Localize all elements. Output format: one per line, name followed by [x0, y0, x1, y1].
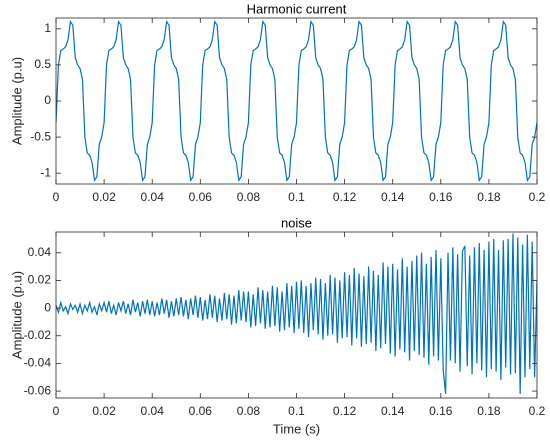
x-tick-label: 0.1	[288, 190, 305, 204]
y-tick-label: 1	[44, 21, 51, 35]
y-tick-label: -1	[40, 165, 51, 179]
x-tick-label: 0.08	[237, 404, 261, 418]
y-axis-label: Amplitude (p.u)	[9, 57, 24, 145]
x-tick-label: 0.2	[529, 404, 546, 418]
x-tick-label: 0.12	[333, 190, 357, 204]
chart-title: noise	[281, 215, 312, 230]
x-tick-label: 0.18	[477, 404, 501, 418]
y-tick-label: 0	[44, 300, 51, 314]
chart-title: Harmonic current	[247, 1, 347, 16]
x-tick-label: 0.2	[529, 190, 546, 204]
y-tick-label: 0.5	[34, 57, 51, 71]
x-axis-label: Time (s)	[273, 421, 320, 436]
x-tick-label: 0.1	[288, 404, 305, 418]
y-tick-label: 0	[44, 93, 51, 107]
data-line	[56, 233, 537, 394]
x-tick-label: 0.06	[189, 404, 213, 418]
data-line	[56, 19, 537, 183]
x-tick-label: 0	[53, 190, 60, 204]
x-tick-label: 0.04	[141, 190, 165, 204]
x-tick-label: 0.16	[429, 190, 453, 204]
x-tick-label: 0.08	[237, 190, 261, 204]
x-tick-label: 0.18	[477, 190, 501, 204]
y-tick-label: 0.02	[28, 273, 52, 287]
y-tick-label: -0.06	[24, 383, 52, 397]
y-tick-label: 0.04	[28, 245, 52, 259]
x-tick-label: 0.14	[381, 404, 405, 418]
y-tick-label: -0.02	[24, 328, 52, 342]
plot-area	[56, 18, 537, 184]
x-tick-label: 0.02	[92, 404, 116, 418]
x-tick-label: 0	[53, 404, 60, 418]
x-tick-label: 0.12	[333, 404, 357, 418]
x-tick-label: 0.14	[381, 190, 405, 204]
y-axis-label: Amplitude (p.u)	[9, 271, 24, 359]
y-tick-label: -0.5	[30, 129, 51, 143]
x-tick-label: 0.06	[189, 190, 213, 204]
y-tick-label: -0.04	[24, 356, 52, 370]
x-tick-label: 0.02	[92, 190, 116, 204]
x-tick-label: 0.16	[429, 404, 453, 418]
x-tick-label: 0.04	[141, 404, 165, 418]
